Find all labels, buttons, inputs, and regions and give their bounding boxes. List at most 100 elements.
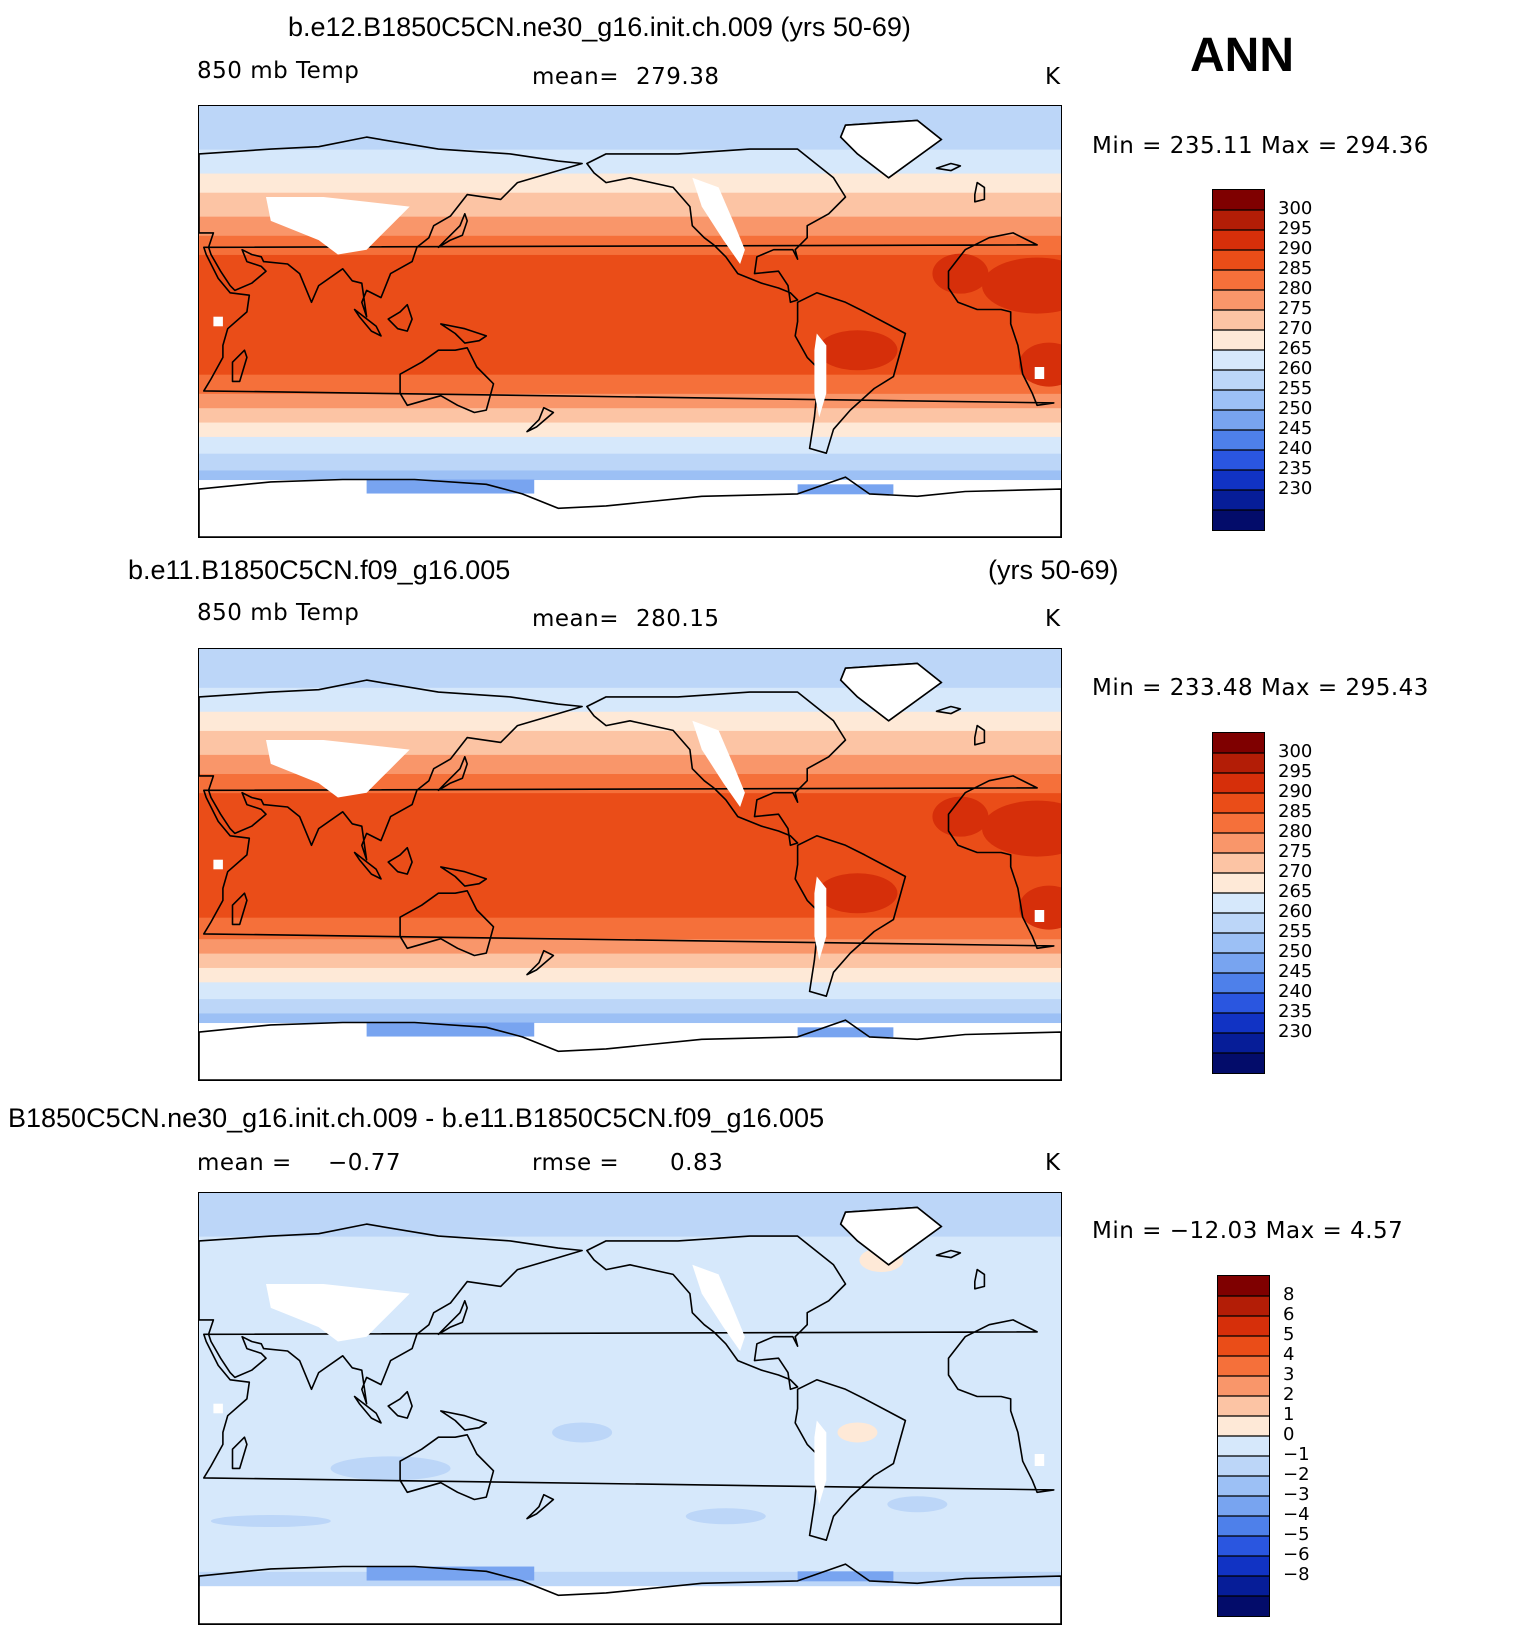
- colorbar-level-label: 235: [1278, 458, 1313, 479]
- colorbar-swatch: [1213, 793, 1264, 814]
- colorbar-swatch: [1218, 1376, 1269, 1397]
- missing-data-patch: [266, 1284, 410, 1342]
- coastline-iceland: [935, 705, 962, 715]
- colorbar-swatch: [1213, 370, 1264, 391]
- colorbar-level-label: 240: [1278, 438, 1313, 459]
- colorbar-level-label: 255: [1278, 378, 1313, 399]
- colorbar-level-label: 3: [1283, 1364, 1295, 1385]
- colorbar-level-label: 270: [1278, 861, 1313, 882]
- coastline-madagascar: [231, 1436, 248, 1470]
- coastline-newguinea: [440, 1410, 488, 1431]
- panel2-missing-data: [213, 662, 1045, 961]
- panel2-mean-value: 280.15: [636, 606, 720, 632]
- panel1-mean-label: mean=: [532, 64, 619, 90]
- colorbar-swatch: [1213, 833, 1264, 854]
- panel3-colorbar: [1217, 1275, 1270, 1617]
- colorbar-level-label: −2: [1283, 1464, 1310, 1485]
- missing-data-patch: [692, 720, 745, 807]
- colorbar-level-label: 255: [1278, 921, 1313, 942]
- coastline-newguinea: [440, 866, 488, 887]
- colorbar-swatch: [1218, 1576, 1269, 1597]
- coastline-newguinea: [440, 323, 488, 344]
- colorbar-level-label: 0: [1283, 1424, 1295, 1445]
- coastline-eurasia: [199, 1223, 583, 1405]
- contour-band: [199, 687, 1061, 712]
- warm-region: [982, 257, 1061, 314]
- colorbar-swatch: [1213, 350, 1264, 371]
- colorbar-swatch: [1213, 753, 1264, 774]
- coastline-japan: [437, 213, 468, 249]
- contour-band: [199, 917, 1061, 940]
- missing-data-patch: [213, 859, 223, 870]
- coastline-sumatra: [353, 851, 382, 880]
- missing-data-patch: [692, 177, 745, 264]
- contour-band: [199, 981, 1061, 1000]
- coastline-borneo: [387, 846, 413, 875]
- coastline-eurasia: [199, 679, 583, 861]
- colorbar-swatch: [1218, 1436, 1269, 1457]
- greenland-missing-data: [839, 1206, 943, 1266]
- panel2-variable-label: 850 mb Temp: [197, 600, 360, 626]
- colorbar-swatch: [1213, 893, 1264, 914]
- coastline-japan: [437, 1300, 468, 1336]
- colorbar-swatch: [1213, 853, 1264, 874]
- contour-band: [199, 953, 1061, 968]
- season-label: ANN: [1190, 29, 1294, 82]
- coastline-namerica: [586, 148, 847, 304]
- colorbar-level-label: 280: [1278, 821, 1313, 842]
- colorbar-swatch: [1213, 330, 1264, 351]
- panel1-mean-value: 279.38: [636, 64, 720, 90]
- warm-region: [932, 253, 989, 294]
- colorbar-level-label: 245: [1278, 418, 1313, 439]
- contour-band: [199, 422, 1061, 437]
- missing-data-patch: [1034, 910, 1045, 922]
- coastline-africa: [203, 775, 1055, 950]
- panel1-map: [198, 105, 1062, 538]
- contour-band: [199, 254, 1061, 375]
- colorbar-swatch: [1213, 1033, 1264, 1054]
- contour-band: [199, 938, 1061, 954]
- colorbar-level-label: 275: [1278, 841, 1313, 862]
- missing-data-patch: [692, 1264, 745, 1351]
- colorbar-level-label: −8: [1283, 1564, 1310, 1585]
- panel1-missing-data: [213, 119, 1045, 418]
- colorbar-level-label: 290: [1278, 238, 1313, 259]
- contour-band: [199, 453, 1061, 471]
- coastline-madagascar: [231, 892, 248, 926]
- coastline-sumatra: [353, 308, 382, 337]
- colorbar-level-label: −5: [1283, 1524, 1310, 1545]
- colorbar-level-label: 1: [1283, 1404, 1295, 1425]
- coastline-iceland: [935, 162, 962, 172]
- antarctic-cold-region: [797, 1027, 894, 1038]
- colorbar-level-label: 240: [1278, 981, 1313, 1002]
- colorbar-level-label: 235: [1278, 1001, 1313, 1022]
- missing-data-patch: [266, 197, 410, 255]
- colorbar-level-label: 2: [1283, 1384, 1295, 1405]
- colorbar-swatch: [1213, 310, 1264, 331]
- panel3-minmax: Min = −12.03 Max = 4.57: [1092, 1218, 1404, 1244]
- colorbar-level-label: 250: [1278, 941, 1313, 962]
- colorbar-level-label: 5: [1283, 1324, 1295, 1345]
- contour-band: [199, 1012, 1061, 1024]
- coastline-australia: [399, 890, 495, 957]
- colorbar-level-label: 230: [1278, 478, 1313, 499]
- colorbar-level-label: 245: [1278, 961, 1313, 982]
- colorbar-level-label: 280: [1278, 278, 1313, 299]
- colorbar-level-label: 300: [1278, 198, 1313, 219]
- panel2-colorbar: [1212, 732, 1265, 1074]
- panel1-title: b.e12.B1850C5CN.ne30_g16.init.ch.009 (yr…: [288, 12, 911, 42]
- panel2-map: [198, 648, 1062, 1081]
- colorbar-swatch: [1213, 230, 1264, 251]
- colorbar-level-label: 6: [1283, 1304, 1295, 1325]
- contour-band: [199, 173, 1061, 193]
- antarctic-cold-region: [797, 484, 894, 495]
- missing-data-patch: [814, 333, 827, 418]
- colorbar-swatch: [1213, 773, 1264, 794]
- coastline-antarctica: [199, 476, 1061, 537]
- greenland-missing-data: [839, 662, 943, 722]
- warm-region: [1019, 342, 1061, 387]
- colorbar-swatch: [1218, 1556, 1269, 1577]
- colorbar-level-label: 230: [1278, 1021, 1313, 1042]
- panel1-minmax: Min = 235.11 Max = 294.36: [1092, 133, 1429, 159]
- colorbar-swatch: [1213, 290, 1264, 311]
